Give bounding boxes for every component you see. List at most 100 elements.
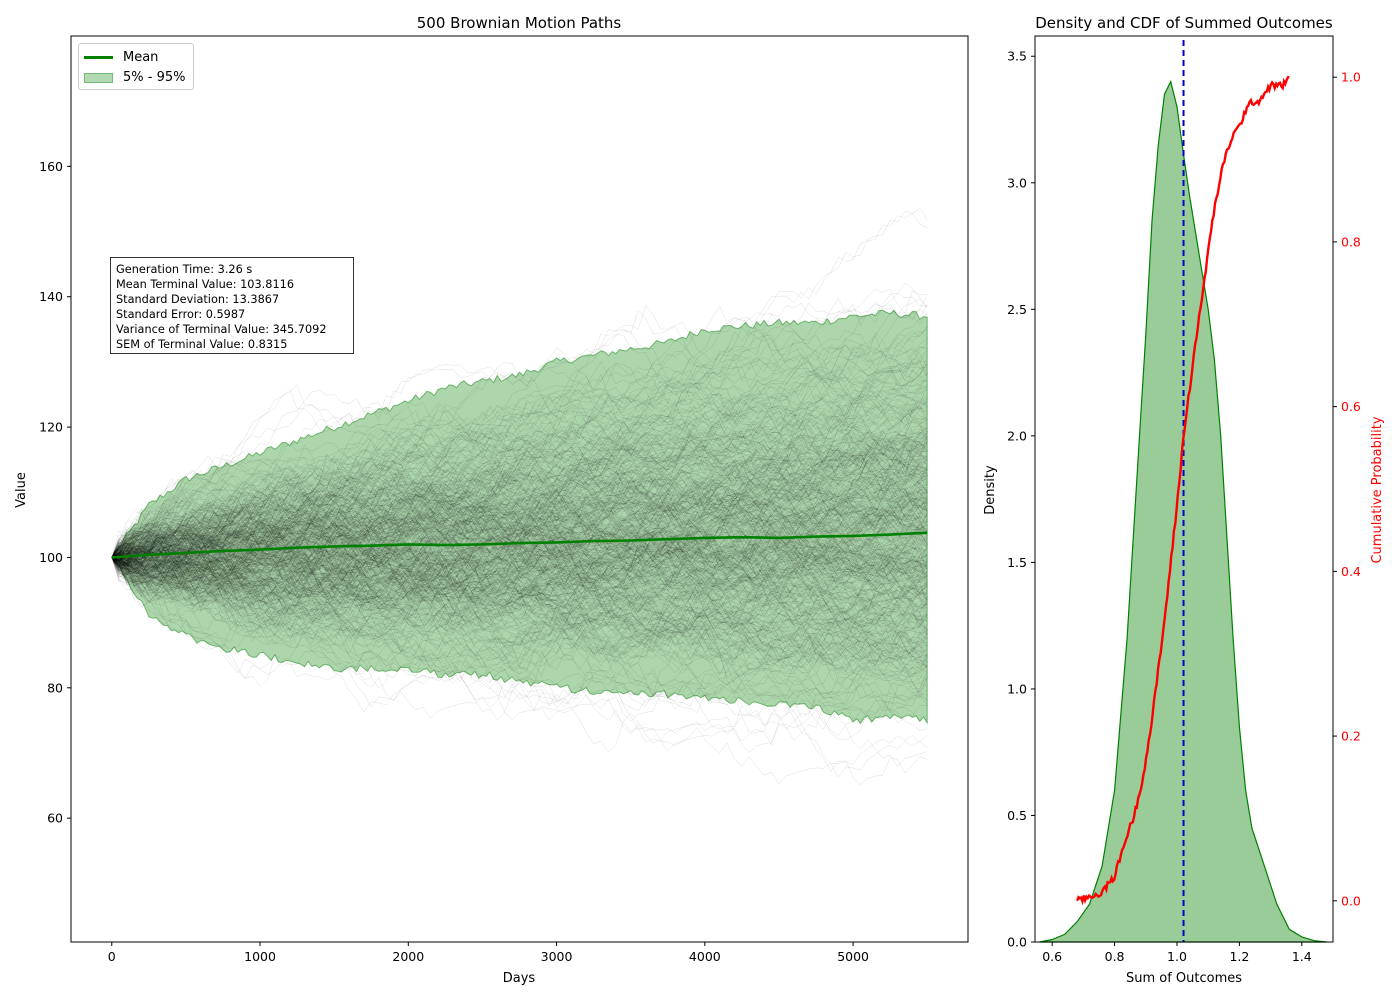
brownian-path	[111, 557, 928, 700]
legend-item-mean: Mean	[84, 49, 158, 66]
brownian-path	[111, 480, 928, 577]
brownian-path	[111, 439, 928, 588]
brownian-path	[111, 356, 928, 558]
brownian-path	[111, 484, 928, 576]
brownian-path	[111, 392, 928, 583]
brownian-path	[111, 479, 928, 583]
brownian-path	[111, 499, 928, 670]
brownian-path	[111, 430, 928, 568]
brownian-path	[111, 557, 928, 685]
brownian-path	[111, 543, 928, 665]
brownian-path	[111, 298, 928, 571]
brownian-path	[111, 506, 928, 586]
brownian-path	[111, 450, 928, 574]
brownian-path	[111, 517, 928, 610]
density-x-label: Sum of Outcomes	[1126, 971, 1242, 986]
brownian-path	[111, 431, 928, 580]
y2-tick-label: 0.0	[1341, 893, 1361, 908]
brownian-path	[111, 534, 928, 669]
brownian-path	[111, 325, 928, 558]
brownian-path	[111, 504, 928, 577]
brownian-path	[111, 478, 928, 588]
brownian-path	[111, 511, 928, 594]
brownian-path	[111, 537, 928, 665]
brownian-path	[111, 330, 928, 562]
brownian-path	[111, 514, 928, 632]
brownian-path	[111, 557, 928, 722]
brownian-path	[111, 476, 928, 586]
brownian-path	[111, 471, 928, 589]
brownian-path	[111, 510, 928, 612]
brownian-path	[111, 470, 928, 580]
brownian-path	[111, 468, 928, 635]
brownian-path	[111, 380, 928, 558]
brownian-path	[111, 532, 928, 601]
brownian-path	[111, 519, 928, 616]
density-plot-frame	[1034, 35, 1334, 943]
brownian-path	[111, 437, 928, 597]
brownian-path	[111, 450, 928, 558]
brownian-path	[111, 459, 928, 592]
brownian-path	[111, 473, 928, 562]
brownian-path	[111, 557, 928, 693]
brownian-path	[111, 421, 928, 588]
cdf-line	[1075, 76, 1290, 906]
brownian-path	[111, 332, 928, 595]
brownian-path	[111, 483, 928, 583]
brownian-path	[111, 510, 928, 607]
brownian-path	[111, 474, 928, 573]
brownian-path	[111, 507, 928, 713]
brownian-path	[111, 494, 928, 606]
brownian-path	[111, 419, 928, 599]
y-tick-label: 100	[39, 550, 63, 565]
brownian-path	[111, 526, 928, 616]
brownian-path	[111, 545, 928, 661]
brownian-path	[111, 449, 928, 577]
brownian-path	[111, 455, 928, 558]
brownian-path	[111, 335, 928, 572]
brownian-path	[111, 401, 928, 558]
brownian-path	[111, 549, 928, 694]
brownian-path	[111, 363, 928, 567]
brownian-path	[111, 442, 928, 566]
y-tick-label: 0.0	[1007, 935, 1027, 950]
brownian-path	[111, 419, 928, 580]
brownian-path	[111, 475, 928, 584]
brownian-path	[111, 550, 928, 646]
brownian-path	[111, 482, 928, 596]
brownian-path	[111, 536, 928, 677]
brownian-path	[111, 553, 928, 652]
brownian-path	[111, 442, 928, 571]
brownian-path	[111, 443, 928, 567]
brownian-path	[111, 376, 928, 565]
cdf-y-ticks: 0.0 0.2 0.4 0.6 0.8 1.0	[1333, 70, 1361, 908]
brownian-path	[111, 541, 928, 669]
y2-tick-label: 0.8	[1341, 234, 1361, 249]
brownian-path	[111, 508, 928, 609]
brownian-path	[111, 458, 928, 603]
x-tick-label: 0.6	[1042, 949, 1062, 964]
brownian-path	[111, 403, 928, 559]
brownian-path	[111, 408, 928, 558]
paths-chart-title: 500 Brownian Motion Paths	[417, 14, 622, 32]
brownian-path	[111, 472, 928, 587]
brownian-path	[111, 532, 928, 623]
brownian-path	[111, 539, 928, 669]
brownian-path	[111, 557, 928, 685]
brownian-path	[111, 469, 928, 604]
brownian-path	[111, 354, 928, 570]
brownian-path	[111, 526, 928, 621]
y-tick-label: 1.5	[1007, 555, 1027, 570]
brownian-path	[111, 468, 928, 558]
brownian-path	[111, 434, 928, 558]
brownian-path	[111, 431, 928, 568]
brownian-path	[111, 508, 928, 606]
brownian-path	[111, 353, 928, 558]
brownian-path	[111, 509, 928, 581]
brownian-path	[111, 476, 928, 598]
brownian-path	[111, 524, 928, 637]
y2-tick-label: 1.0	[1341, 70, 1361, 85]
brownian-path	[111, 506, 928, 650]
brownian-path	[111, 401, 928, 598]
brownian-path	[111, 525, 928, 635]
